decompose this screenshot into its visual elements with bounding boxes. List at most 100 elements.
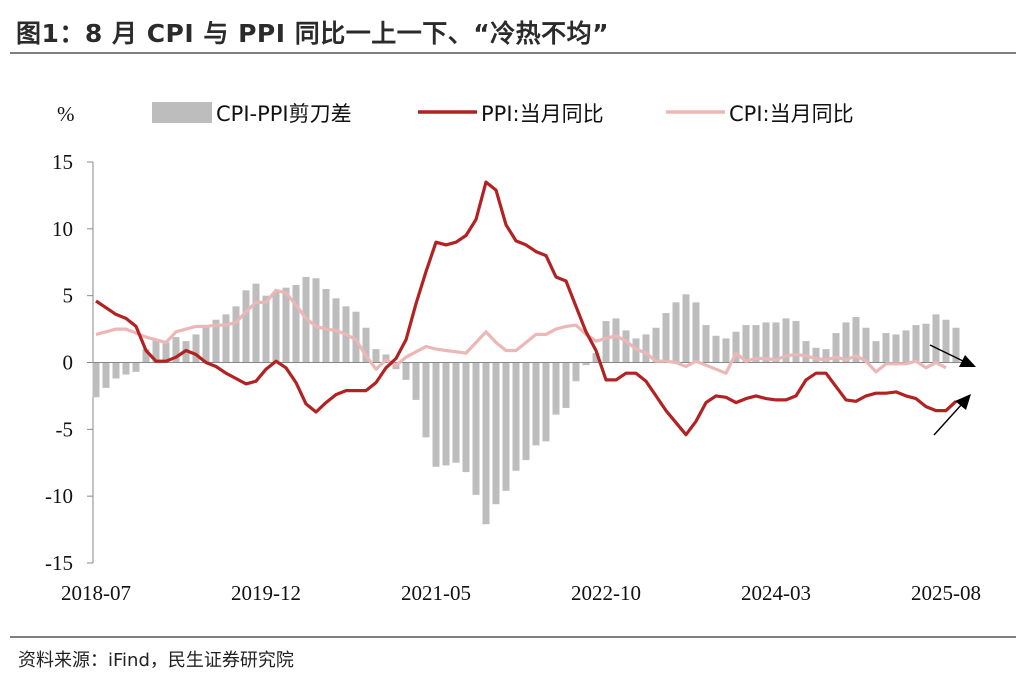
cpi-point [335, 329, 338, 332]
ppi-point [555, 275, 558, 278]
cpi-point [735, 352, 738, 355]
cpi-point [685, 365, 688, 368]
cpi-point [625, 340, 628, 343]
spread-bar [412, 362, 420, 400]
y-tick-label: -5 [56, 417, 74, 441]
ppi-point [545, 254, 548, 257]
cpi-point [235, 321, 238, 324]
cpi-point [245, 310, 248, 313]
title-divider [10, 52, 1016, 54]
y-axis-unit: % [57, 102, 75, 126]
ppi-point [825, 372, 828, 375]
cpi-point [725, 372, 728, 375]
ppi-point [455, 241, 458, 244]
ppi-point [605, 378, 608, 381]
spread-bar [842, 322, 850, 363]
ppi-point [195, 353, 198, 356]
ppi-point [805, 378, 808, 381]
spread-bar [652, 327, 660, 363]
spread-bar [702, 325, 710, 363]
cpi-point [655, 360, 658, 363]
cpi-point [595, 340, 598, 343]
spread-bar [792, 321, 800, 363]
cpi-point [375, 368, 378, 371]
ppi-point [315, 410, 318, 413]
spread-bar [432, 362, 440, 467]
cpi-point [405, 356, 408, 359]
cpi-point [755, 357, 758, 360]
ppi-point [845, 398, 848, 401]
page-title: 图1：8 月 CPI 与 PPI 同比一上一下、“冷热不均” [16, 19, 610, 48]
legend-label-ppi: PPI:当月同比 [481, 102, 604, 126]
cpi-point [815, 357, 818, 360]
ppi-point [265, 368, 268, 371]
ppi-point [365, 389, 368, 392]
x-tick-label: 2021-05 [401, 581, 471, 605]
cpi-point [215, 324, 218, 327]
cpi-point [945, 366, 948, 369]
ppi-point [945, 409, 948, 412]
spread-bar [102, 362, 110, 388]
spread-bar [732, 331, 740, 363]
legend: CPI-PPI剪刀差 PPI:当月同比 CPI:当月同比 [152, 102, 854, 126]
cpi-point [795, 353, 798, 356]
source-note: 资料来源：iFind，民生证券研究院 [18, 650, 294, 671]
cpi-point [605, 337, 608, 340]
spread-bar [882, 333, 890, 363]
spread-bar [132, 362, 140, 372]
cpi-point [715, 368, 718, 371]
ppi-point [855, 400, 858, 403]
spread-bar [622, 330, 630, 363]
ppi-point [125, 317, 128, 320]
spread-bar [512, 362, 520, 471]
cpi-point [265, 301, 268, 304]
spread-bar [442, 362, 450, 466]
cpi-point [565, 325, 568, 328]
ppi-point [835, 385, 838, 388]
cpi-point [905, 362, 908, 365]
annotation-arrows [929, 344, 976, 436]
ppi-point [685, 433, 688, 436]
cpi-point [855, 354, 858, 357]
ppi-point [765, 397, 768, 400]
ppi-point [615, 378, 618, 381]
spread-bar [212, 319, 220, 363]
cpi-point [425, 345, 428, 348]
ppi-point [755, 394, 758, 397]
cpi-point [875, 370, 878, 373]
spread-bar [742, 325, 750, 363]
cpi-point [205, 325, 208, 328]
ppi-point [815, 372, 818, 375]
cpi-point [845, 358, 848, 361]
cpi-line [95, 288, 947, 375]
cpi-point [745, 360, 748, 363]
ppi-point [925, 405, 928, 408]
ppi-point [155, 360, 158, 363]
cpi-point [885, 362, 888, 365]
cpi-point [95, 333, 98, 336]
ppi-point [305, 402, 308, 405]
cpi-point [355, 338, 358, 341]
cpi-point [515, 349, 518, 352]
cpi-point [175, 330, 178, 333]
cpi-point [615, 334, 618, 337]
ppi-point [735, 401, 738, 404]
cpi-point [415, 350, 418, 353]
cpi-point [585, 333, 588, 336]
spread-bar [552, 362, 560, 415]
spread-bar [372, 349, 380, 363]
spread-bar [802, 341, 810, 363]
y-tick-label: 0 [63, 351, 74, 375]
ppi-point [425, 270, 428, 273]
cpi-point [365, 354, 368, 357]
ppi-point [355, 389, 358, 392]
spread-bar [812, 347, 820, 363]
cpi-point [895, 362, 898, 365]
cpi-point [785, 354, 788, 357]
spread-bar [902, 330, 910, 363]
cpi-point [185, 328, 188, 331]
spread-bar [542, 362, 550, 442]
ppi-point [865, 394, 868, 397]
legend-label-spread: CPI-PPI剪刀差 [216, 102, 352, 126]
ppi-point [105, 306, 108, 309]
